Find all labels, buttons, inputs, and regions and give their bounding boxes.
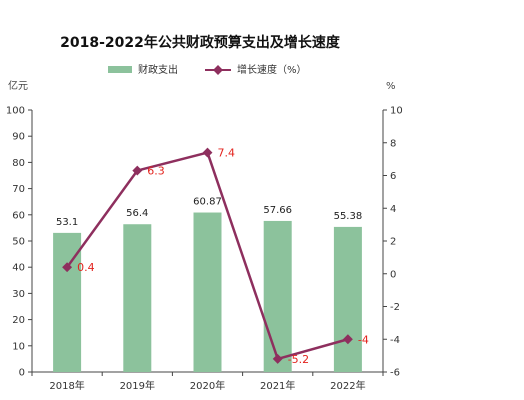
right-tick-label: 8 <box>390 138 396 149</box>
left-tick-label: 10 <box>12 341 25 352</box>
bar <box>123 224 152 372</box>
right-tick-label: 2 <box>390 237 396 248</box>
bars <box>53 212 362 372</box>
left-tick-label: 70 <box>12 184 25 195</box>
bar <box>333 226 362 372</box>
bar-value-label: 57.66 <box>263 205 292 216</box>
left-axis-unit: 亿元 <box>8 79 28 92</box>
bar <box>193 212 222 372</box>
axes: 0 10 20 30 40 50 60 70 80 90 100 -6 -4 -2 0 2 4 6 8 10 2018年… <box>6 106 403 393</box>
growth-value-label: -4 <box>358 333 369 346</box>
left-tick-label: 60 <box>12 210 25 221</box>
left-tick-label: 90 <box>12 132 25 143</box>
x-tick-label: 2019年 <box>120 379 155 392</box>
right-tick-label: 6 <box>390 171 396 182</box>
growth-point <box>272 353 283 364</box>
left-tick-label: 30 <box>12 289 25 300</box>
x-tick-label: 2021年 <box>260 379 295 392</box>
chart-title: 2018-2022年公共财政预算支出及增长速度 <box>60 34 341 51</box>
legend: 财政支出 增长速度（%） <box>108 63 307 76</box>
bar-value-label: 60.87 <box>193 197 222 208</box>
bar-value-label: 53.1 <box>56 217 78 228</box>
right-axis-unit: % <box>386 81 396 92</box>
growth-value-label: 6.3 <box>147 165 165 178</box>
right-tick-label: -6 <box>390 368 400 379</box>
left-tick-label: 40 <box>12 263 25 274</box>
growth-point <box>132 165 143 176</box>
legend-line-label: 增长速度（%） <box>237 63 307 76</box>
growth-point <box>202 147 213 158</box>
left-tick-label: 20 <box>12 315 25 326</box>
right-tick-label: 10 <box>390 106 403 117</box>
legend-bar-swatch <box>108 66 132 73</box>
data-labels: 53.1 56.4 60.87 57.66 55.38 0.4 6.3 7.4 -5.2 -4 <box>56 147 369 366</box>
right-tick-label: 4 <box>390 204 396 215</box>
growth-value-label: -5.2 <box>288 353 309 366</box>
x-tick-label: 2022年 <box>330 379 365 392</box>
left-tick-label: 50 <box>12 237 25 248</box>
growth-line <box>62 147 353 364</box>
left-tick-label: 0 <box>19 368 25 379</box>
x-tick-label: 2020年 <box>190 379 225 392</box>
left-tick-label: 80 <box>12 158 25 169</box>
right-tick-label: -4 <box>390 335 400 346</box>
growth-point <box>342 334 353 345</box>
right-tick-label: -2 <box>390 302 400 313</box>
left-tick-label: 100 <box>6 106 25 117</box>
bar <box>263 220 292 372</box>
growth-value-label: 7.4 <box>218 147 236 160</box>
right-tick-label: 0 <box>390 269 396 280</box>
legend-line-marker <box>213 65 223 75</box>
x-tick-label: 2018年 <box>49 379 84 392</box>
bar-value-label: 55.38 <box>334 211 363 222</box>
bar-value-label: 56.4 <box>126 208 148 219</box>
legend-bar-label: 财政支出 <box>138 63 178 76</box>
growth-value-label: 0.4 <box>77 261 95 274</box>
